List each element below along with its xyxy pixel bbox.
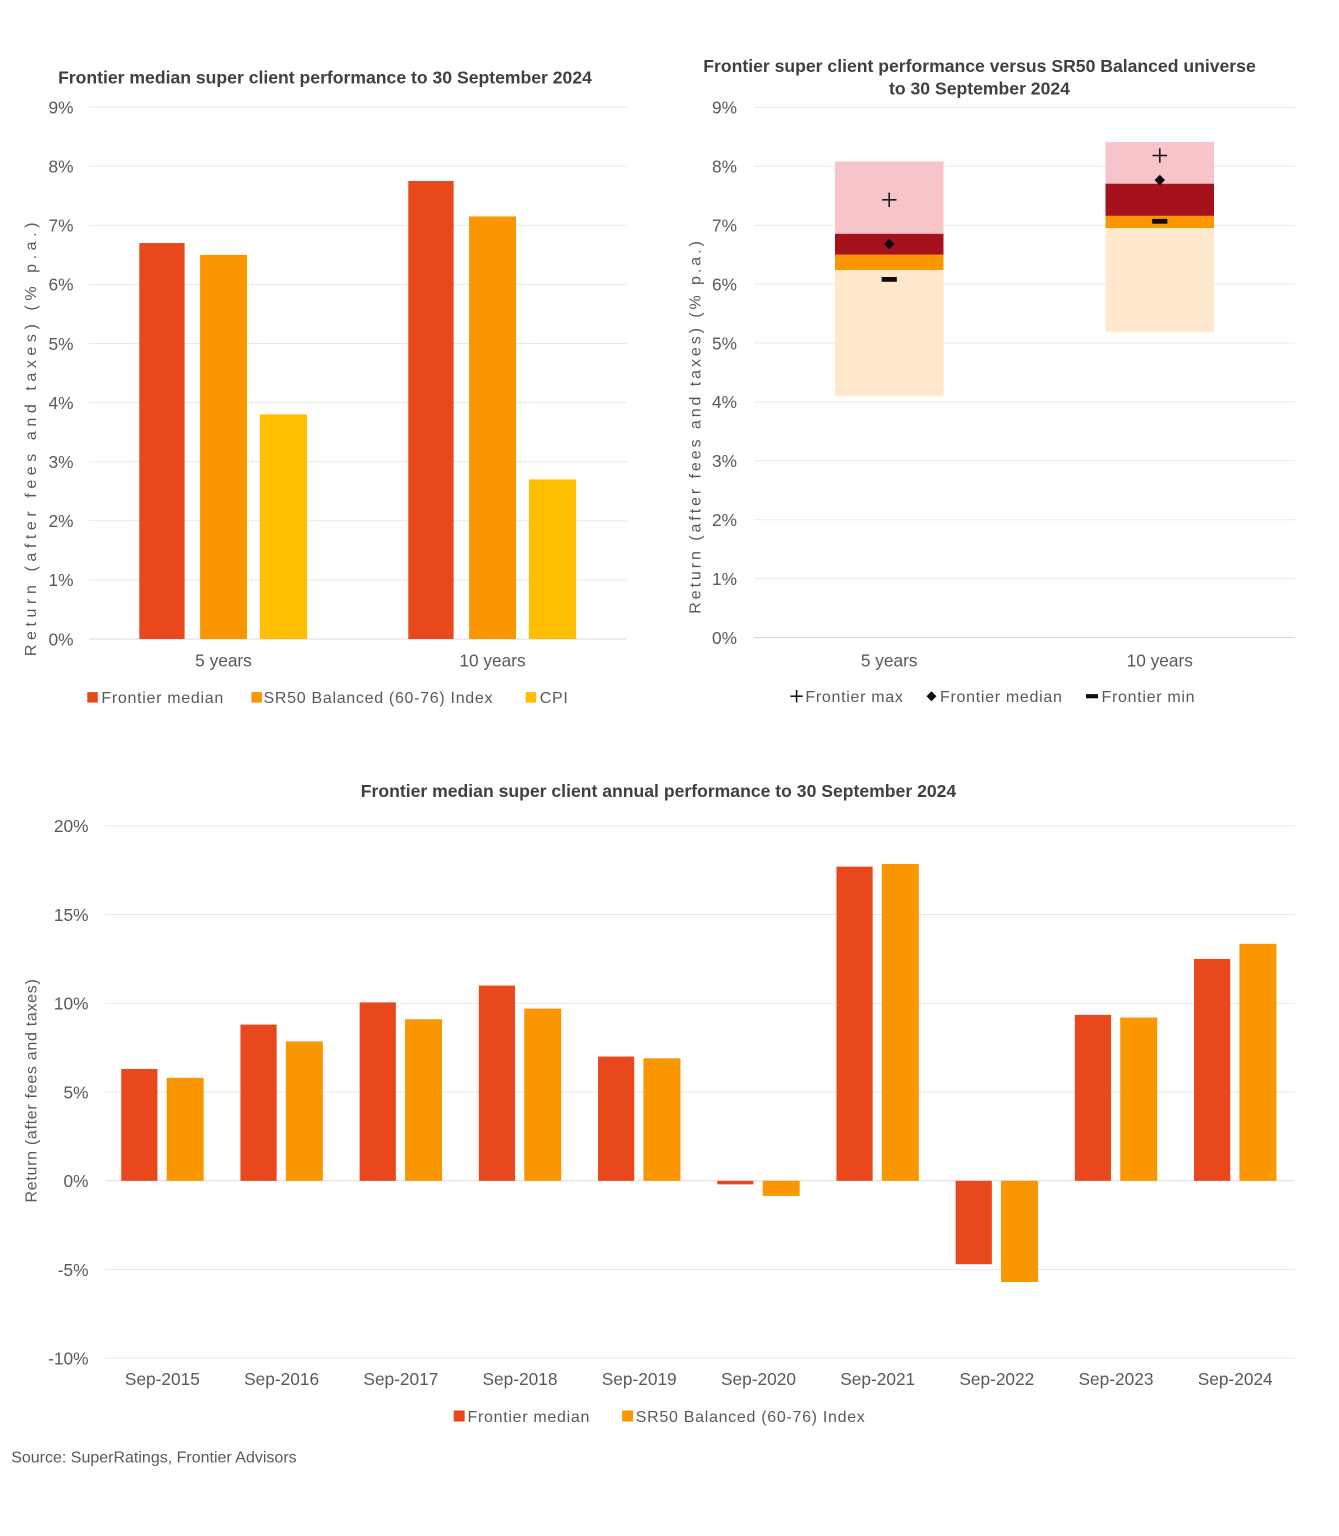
svg-text:-5%: -5%: [58, 1260, 89, 1280]
svg-text:Frontier median: Frontier median: [468, 1409, 591, 1426]
svg-text:Sep-2015: Sep-2015: [125, 1369, 200, 1389]
svg-text:20%: 20%: [54, 816, 89, 836]
svg-text:2%: 2%: [49, 511, 74, 531]
svg-text:0%: 0%: [64, 1171, 89, 1191]
svg-text:4%: 4%: [712, 392, 737, 412]
svg-text:Frontier median super client a: Frontier median super client annual perf…: [361, 781, 957, 801]
svg-text:Frontier min: Frontier min: [1102, 689, 1196, 706]
svg-text:Frontier max: Frontier max: [805, 689, 903, 706]
svg-text:5%: 5%: [49, 334, 74, 354]
svg-text:10 years: 10 years: [1127, 650, 1194, 670]
svg-text:6%: 6%: [49, 275, 74, 295]
svg-text:Sep-2018: Sep-2018: [483, 1369, 558, 1389]
svg-text:6%: 6%: [712, 274, 737, 294]
svg-text:2%: 2%: [712, 510, 737, 530]
svg-text:0%: 0%: [712, 628, 737, 648]
svg-text:Frontier median super client p: Frontier median super client performance…: [58, 67, 592, 87]
svg-text:7%: 7%: [49, 216, 74, 236]
svg-text:4%: 4%: [49, 393, 74, 413]
svg-text:Sep-2016: Sep-2016: [244, 1369, 319, 1389]
svg-text:CPI: CPI: [540, 690, 569, 707]
svg-text:1%: 1%: [712, 569, 737, 589]
svg-text:Sep-2017: Sep-2017: [363, 1369, 438, 1389]
svg-text:5%: 5%: [712, 333, 737, 353]
svg-text:-10%: -10%: [48, 1349, 88, 1369]
svg-text:10 years: 10 years: [459, 650, 526, 670]
svg-text:to 30 September 2024: to 30 September 2024: [889, 79, 1070, 99]
svg-text:7%: 7%: [712, 216, 737, 236]
svg-text:Return (after fees and taxes): Return (after fees and taxes): [24, 979, 41, 1203]
svg-text:5%: 5%: [64, 1082, 89, 1102]
svg-text:Return (after fees and taxes): Return (after fees and taxes) (% p.a.): [23, 218, 40, 656]
svg-text:8%: 8%: [49, 157, 74, 177]
svg-text:5 years: 5 years: [195, 650, 252, 670]
svg-text:3%: 3%: [712, 451, 737, 471]
svg-text:Frontier median: Frontier median: [940, 689, 1063, 706]
svg-text:Return (after fees and taxes): Return (after fees and taxes) (% p.a.): [688, 238, 705, 613]
svg-text:Sep-2023: Sep-2023: [1079, 1369, 1154, 1389]
svg-text:0%: 0%: [49, 629, 74, 649]
svg-text:SR50 Balanced (60-76) Index: SR50 Balanced (60-76) Index: [636, 1409, 866, 1426]
svg-text:SR50 Balanced (60-76) Index: SR50 Balanced (60-76) Index: [264, 690, 494, 707]
svg-text:10%: 10%: [54, 994, 89, 1014]
svg-text:Frontier super client performa: Frontier super client performance versus…: [703, 56, 1256, 76]
svg-text:Sep-2020: Sep-2020: [721, 1369, 796, 1389]
svg-text:Source: SuperRatings, Frontier: Source: SuperRatings, Frontier Advisors: [11, 1450, 296, 1467]
svg-text:Sep-2024: Sep-2024: [1198, 1369, 1273, 1389]
svg-text:1%: 1%: [49, 570, 74, 590]
svg-text:Sep-2021: Sep-2021: [840, 1369, 915, 1389]
svg-text:Frontier median: Frontier median: [101, 690, 224, 707]
svg-text:Sep-2022: Sep-2022: [959, 1369, 1034, 1389]
svg-text:Sep-2019: Sep-2019: [602, 1369, 677, 1389]
svg-text:9%: 9%: [49, 97, 74, 117]
svg-text:9%: 9%: [712, 98, 737, 118]
svg-text:15%: 15%: [54, 905, 89, 925]
svg-text:3%: 3%: [49, 452, 74, 472]
svg-text:5 years: 5 years: [861, 650, 918, 670]
svg-text:8%: 8%: [712, 157, 737, 177]
